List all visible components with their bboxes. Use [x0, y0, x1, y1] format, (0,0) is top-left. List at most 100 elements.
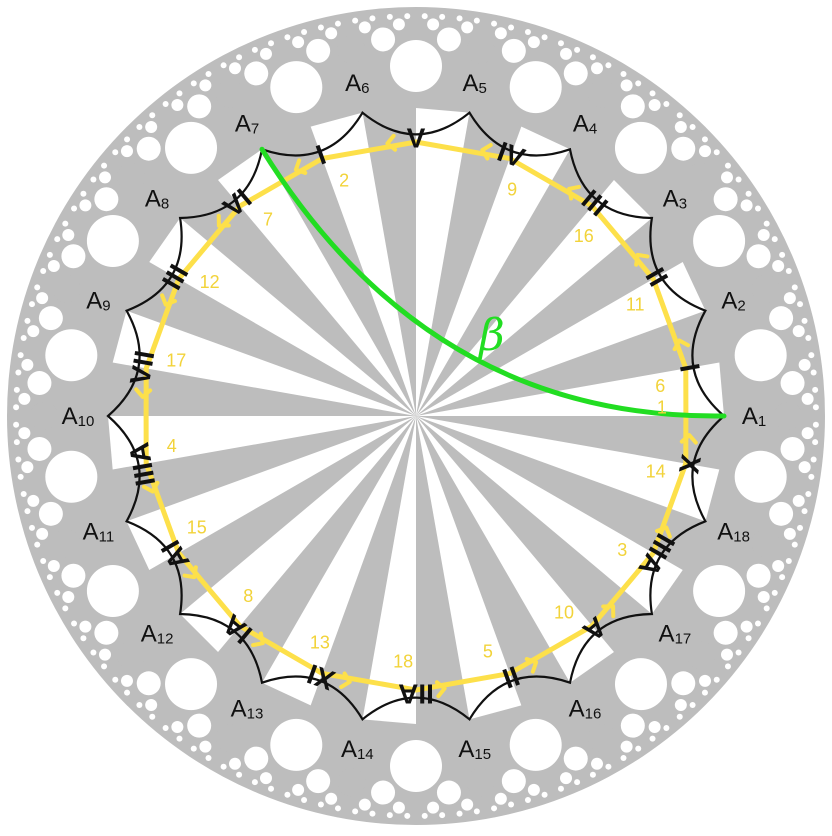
tile-cusp [605, 62, 612, 69]
tile-cusp [36, 292, 49, 305]
path-label: 13 [310, 632, 330, 652]
tile-cusp [199, 740, 212, 753]
tile-cusp [94, 187, 119, 212]
tile-node [588, 724, 616, 753]
path-label: 2 [339, 171, 349, 191]
tile-cusp [771, 589, 778, 596]
tile-cusp [785, 557, 792, 564]
tile-cusp [54, 589, 61, 596]
tile-cusp [693, 565, 746, 617]
tile-cusp [724, 162, 731, 169]
path-direction-arrow [182, 565, 198, 580]
path-direction-arrow [634, 252, 650, 267]
tile-cusp [244, 61, 269, 86]
tile-cusp [386, 812, 393, 819]
tile-cusp [162, 101, 169, 108]
path-direction-arrow [480, 143, 493, 161]
tile-cusp [713, 149, 720, 156]
tile-cusp [524, 28, 531, 35]
tile-cusp [228, 757, 241, 770]
tile-cusp [812, 404, 819, 411]
tile-cusp [746, 563, 771, 588]
tile-cusp [676, 713, 683, 720]
tile-cusp [90, 649, 97, 656]
tile-cusp [771, 236, 778, 243]
tile-cusp [392, 18, 405, 31]
path-label: 18 [393, 652, 413, 672]
tile-cusp [699, 674, 712, 687]
tile-cusp [805, 334, 812, 341]
tile-cusp [17, 473, 24, 480]
path-label: 1 [657, 397, 667, 417]
tile-cusp [763, 220, 770, 227]
tile-cusp [745, 190, 752, 197]
tile-cusp [591, 62, 604, 75]
tile-cusp [20, 334, 27, 341]
tile-cusp [292, 36, 305, 49]
tile-cusp [791, 541, 798, 548]
tile-cusp [40, 268, 47, 275]
tile-cusp [541, 34, 548, 41]
vertex-label: A4 [573, 110, 597, 137]
path-direction-arrow [339, 671, 352, 689]
tile-cusp [38, 306, 63, 331]
tile-cusp [746, 244, 771, 269]
tile-cusp [810, 369, 817, 376]
tile-cusp [171, 99, 184, 112]
labels: A1 A2 A3 A4 A5 A6 A7 A8 A9 A10 A11 A12 A13 A14 A15 A16 A… [62, 70, 767, 763]
tile-cusp [574, 779, 581, 786]
tile-cusp [62, 228, 75, 241]
path-direction-arrow [655, 525, 672, 539]
central-wedge [180, 416, 416, 652]
tile-node [588, 79, 616, 108]
tile-cusp [317, 24, 324, 31]
central-wedge [416, 126, 570, 416]
tile-cusp [40, 557, 47, 564]
tile-cusp [79, 620, 92, 633]
central-wedge [416, 262, 706, 416]
tile-cusp [713, 676, 720, 683]
path-direction-arrow [293, 158, 308, 175]
path-direction-arrow [385, 133, 398, 152]
tile-cusp [47, 560, 60, 573]
tile-cusp [270, 718, 323, 771]
tile-cusp [205, 754, 212, 761]
tile-node [117, 641, 146, 670]
vertex-label: A8 [145, 185, 169, 212]
tile-node [216, 724, 244, 753]
tile-cusp [798, 461, 811, 474]
tile-cusp [720, 171, 733, 184]
vertex-label: A3 [663, 185, 687, 212]
tile-cusp [34, 541, 41, 548]
path-direction-arrow [601, 604, 616, 619]
tile-cusp [456, 810, 463, 817]
tile-cusp [18, 427, 31, 440]
tile-cusp [268, 40, 275, 47]
tile-cusp [190, 80, 197, 87]
tile-node [466, 768, 495, 797]
tile-cusp [563, 61, 588, 86]
tile-cusp [501, 769, 526, 794]
tile-cusp [473, 17, 480, 24]
tile-cusp [162, 724, 169, 731]
tile-cusp [780, 371, 805, 396]
tile-cusp [62, 605, 69, 612]
tile-cusp [772, 560, 785, 573]
tile-cusp [136, 136, 161, 161]
central-wedge [126, 416, 416, 570]
tile-cusp [674, 699, 687, 712]
tile-cusp [801, 317, 808, 324]
tile-cusp [236, 54, 243, 61]
tile-node [686, 162, 715, 191]
tile-cusp [13, 421, 20, 428]
vertex-label: A9 [86, 287, 110, 314]
tile-cusp [79, 199, 92, 212]
tile-cusp [54, 236, 61, 243]
path-label: 4 [167, 436, 177, 456]
tile-cusp [45, 450, 98, 503]
tile-cusp [461, 21, 474, 34]
path-direction-arrow [134, 387, 153, 399]
tile-cusp [473, 808, 480, 815]
central-wedge [416, 416, 614, 683]
tile-cusp [244, 746, 269, 771]
